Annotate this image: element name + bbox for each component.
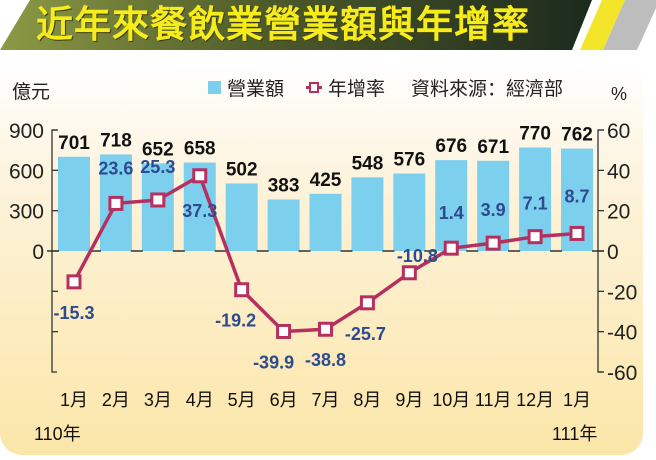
growth-value-label: -19.2 [215, 311, 256, 331]
legend-line-label: 年增率 [328, 79, 386, 100]
bar [309, 193, 342, 251]
bar-value-label: 671 [477, 137, 509, 158]
x-axis-label: 10月 [432, 390, 471, 410]
x-axis-label: 2月 [101, 390, 130, 410]
right-tick-label: -40 [607, 322, 637, 345]
line-marker [359, 295, 375, 311]
bar-value-label: 425 [310, 170, 342, 191]
line-marker [108, 195, 124, 211]
growth-value-label: -25.7 [345, 324, 386, 344]
line-marker [318, 321, 333, 337]
growth-value-label: 23.6 [98, 158, 133, 178]
bar [351, 177, 384, 251]
bar-value-label: 770 [519, 123, 551, 144]
growth-value-label: 3.9 [481, 200, 506, 220]
left-tick-label: 900 [9, 120, 44, 143]
bar-value-label: 576 [393, 150, 425, 171]
line-marker [443, 240, 459, 256]
growth-value-label: -39.9 [253, 352, 294, 372]
line-marker [234, 282, 250, 298]
right-tick-label: -20 [607, 281, 637, 304]
growth-value-label: 8.7 [564, 186, 589, 206]
growth-value-label: 7.1 [523, 194, 548, 214]
left-tick-label: 600 [9, 160, 44, 183]
bar-value-label: 762 [561, 125, 593, 146]
x-axis-label: 8月 [353, 390, 382, 410]
x-axis-label: 3月 [143, 390, 172, 410]
x-axis-label: 11月 [474, 390, 512, 410]
growth-value-label: -10.8 [397, 246, 438, 266]
line-marker [66, 274, 82, 290]
year-label-end: 111年 [552, 424, 598, 444]
legend-line-marker-icon [306, 81, 323, 94]
line-marker [569, 225, 585, 241]
growth-value-label: -38.8 [305, 350, 346, 370]
growth-value-label: 1.4 [439, 203, 464, 223]
line-marker [485, 235, 501, 251]
x-axis-label: 9月 [395, 390, 424, 410]
bar-value-label: 383 [268, 176, 300, 197]
chart-title: 近年來餐飲業營業額與年增率 [36, 4, 530, 45]
bar-value-label: 701 [58, 133, 90, 154]
line-marker [401, 265, 417, 281]
right-axis-unit: % [611, 84, 628, 104]
x-axis-label: 12月 [516, 390, 555, 410]
x-axis-label: 5月 [227, 390, 256, 410]
x-axis-label: 6月 [269, 390, 298, 410]
bar-value-label: 718 [100, 130, 132, 151]
left-tick-label: 300 [9, 201, 44, 224]
x-axis-label: 7月 [311, 390, 340, 410]
bar-value-label: 676 [435, 136, 467, 157]
line-marker [527, 229, 543, 245]
growth-value-label: 25.3 [140, 157, 175, 177]
title-banner [0, 0, 656, 50]
bar-value-label: 652 [142, 139, 174, 160]
left-tick-label: 0 [32, 241, 44, 264]
bar-value-label: 548 [352, 153, 384, 174]
line-marker [150, 192, 166, 208]
bar-value-label: 658 [184, 139, 216, 160]
right-tick-label: -60 [607, 362, 637, 385]
bar [435, 160, 468, 251]
line-marker [276, 323, 292, 339]
right-tick-label: 0 [607, 241, 619, 264]
left-axis-unit: 億元 [12, 82, 51, 103]
right-tick-label: 20 [607, 201, 630, 224]
legend-bar-label: 營業額 [227, 79, 285, 100]
legend: 營業額 年增率 資料來源：經濟部 [208, 74, 563, 101]
year-label-start: 110年 [34, 424, 81, 444]
x-axis-label: 1月 [59, 390, 89, 410]
data-source: 資料來源：經濟部 [411, 79, 564, 100]
bar [225, 183, 258, 251]
growth-value-label: -15.3 [53, 303, 94, 323]
right-tick-label: 60 [607, 120, 630, 143]
x-axis-label: 1月 [562, 390, 592, 410]
x-axis-label: 4月 [185, 390, 214, 410]
bar [393, 173, 426, 251]
bar [58, 156, 90, 251]
bar [267, 199, 300, 251]
legend-bar-swatch-icon [208, 81, 221, 94]
line-marker [192, 168, 208, 184]
growth-value-label: 37.3 [182, 201, 217, 221]
right-tick-label: 40 [607, 160, 630, 183]
bar-value-label: 502 [226, 160, 258, 181]
